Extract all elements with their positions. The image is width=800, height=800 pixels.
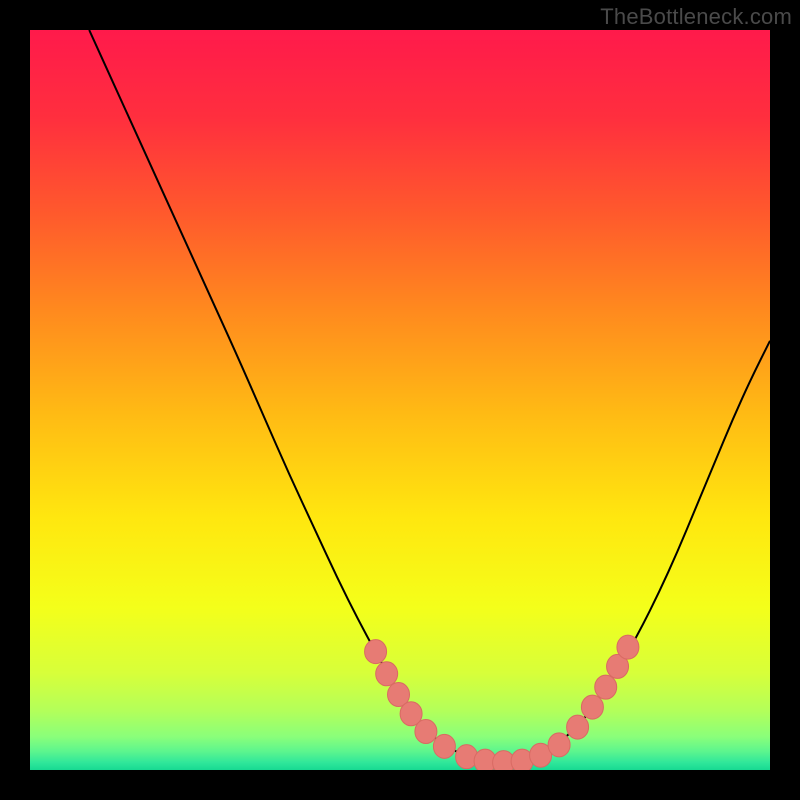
data-marker: [617, 635, 639, 659]
plot-area: [30, 30, 770, 770]
data-marker: [595, 675, 617, 699]
data-marker: [415, 720, 437, 744]
data-marker: [376, 662, 398, 686]
bottleneck-curve: [89, 30, 770, 763]
data-marker: [365, 640, 387, 664]
data-marker: [567, 715, 589, 739]
data-marker: [581, 695, 603, 719]
chart-canvas: TheBottleneck.com: [0, 0, 800, 800]
watermark-text: TheBottleneck.com: [600, 4, 792, 30]
data-marker: [433, 734, 455, 758]
curve-layer: [30, 30, 770, 770]
data-marker: [548, 733, 570, 757]
